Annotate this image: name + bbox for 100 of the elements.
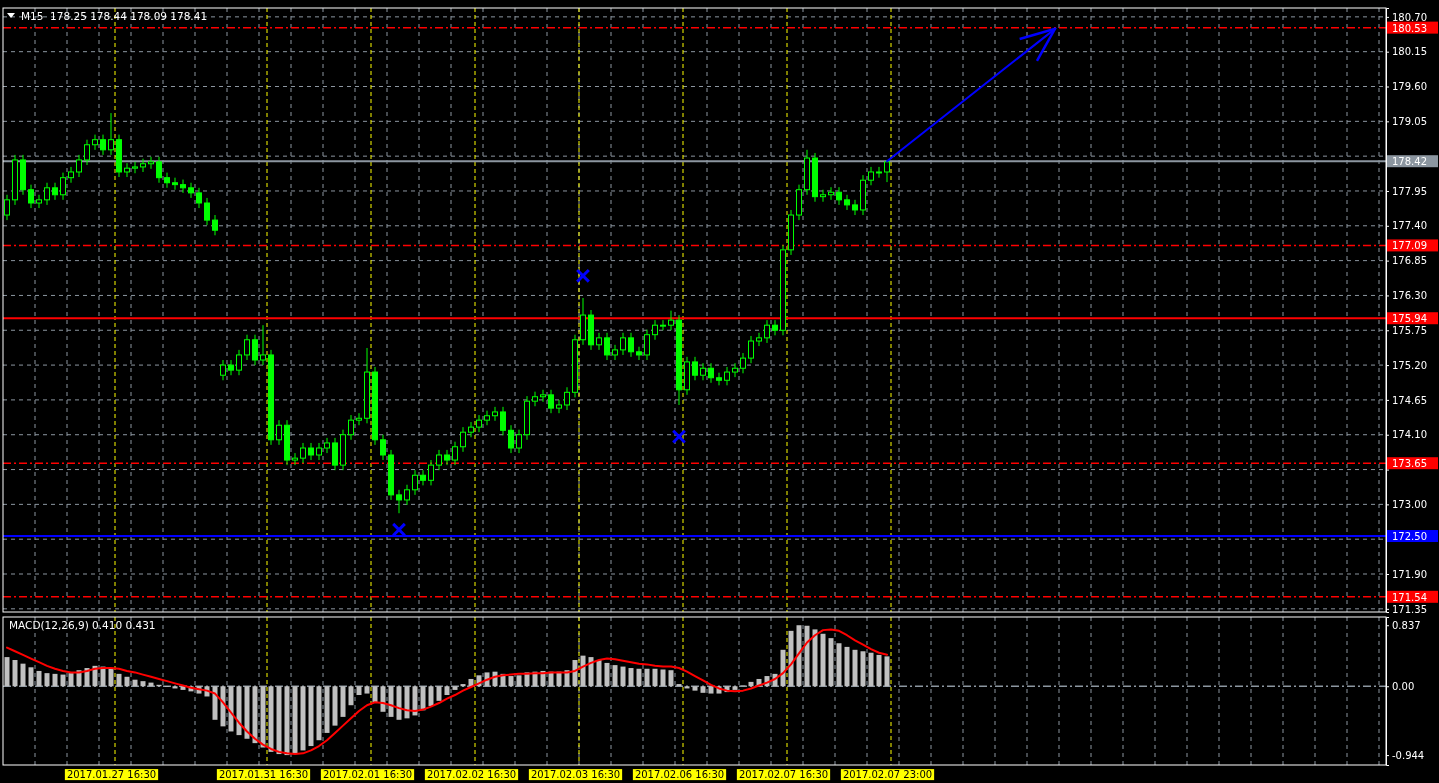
candlestick (508, 424, 514, 454)
bar (60, 674, 66, 687)
bar (780, 649, 786, 687)
chart-title: M15 178.25 178.44 178.09 178.41 (21, 10, 208, 22)
candlestick (484, 410, 490, 426)
bar (348, 686, 354, 706)
bar (836, 643, 842, 687)
ref-line-label: 175.94 (1392, 313, 1427, 325)
bar (380, 686, 386, 712)
bar (692, 686, 698, 691)
candlestick (188, 182, 194, 199)
x-tick-label: 2017.02.02 16:30 (426, 769, 517, 781)
candlestick (820, 189, 826, 203)
candlestick (604, 332, 610, 361)
candlestick (228, 359, 234, 376)
candlestick (724, 366, 730, 386)
bar (228, 686, 234, 732)
candlestick (196, 187, 202, 209)
candlestick (548, 389, 554, 414)
bar (660, 669, 666, 687)
ref-line-label: 178.42 (1392, 156, 1427, 168)
candlestick (756, 332, 762, 347)
ref-line-label: 171.54 (1392, 591, 1427, 603)
bar (628, 668, 634, 687)
bar (516, 675, 522, 687)
bar (44, 673, 50, 687)
y-tick-label: 174.65 (1392, 394, 1427, 406)
candlestick (236, 349, 242, 376)
bar (860, 651, 866, 687)
bar (356, 686, 362, 696)
bar (132, 679, 138, 687)
candlestick (700, 362, 706, 381)
candlestick (356, 412, 362, 426)
candlestick (564, 386, 570, 411)
candlestick (28, 184, 34, 209)
candlestick (76, 154, 82, 178)
candlestick (596, 332, 602, 351)
x-tick-label: 2017.02.01 16:30 (322, 769, 413, 781)
candlestick (164, 172, 170, 189)
bar (788, 630, 794, 687)
y-tick-label: 175.75 (1392, 324, 1427, 336)
candlestick (300, 442, 306, 464)
bar (284, 686, 290, 756)
bar (804, 625, 810, 687)
candlestick (764, 319, 770, 344)
bar (212, 686, 218, 720)
bar (604, 662, 610, 687)
candlestick (628, 332, 634, 358)
y-tick-label: 174.10 (1392, 429, 1427, 441)
bar (300, 686, 306, 751)
candlestick (692, 356, 698, 381)
bar (340, 686, 346, 717)
bar (172, 686, 178, 689)
bar (20, 663, 26, 687)
bar (652, 668, 658, 687)
candlestick (332, 437, 338, 471)
candlestick (836, 186, 842, 206)
bar (812, 629, 818, 687)
bar (700, 686, 706, 693)
candlestick (220, 359, 226, 381)
point (575, 268, 591, 284)
x-tick-label: 2017.01.31 16:30 (218, 769, 309, 781)
bar (68, 673, 74, 687)
candlestick (172, 177, 178, 191)
bar (236, 686, 242, 736)
bar (444, 686, 450, 696)
candlestick (308, 442, 314, 461)
candlestick (84, 139, 90, 166)
bar (428, 686, 434, 706)
candlestick (612, 344, 618, 361)
candlestick (108, 112, 114, 156)
candlestick (420, 469, 426, 486)
x-tick-label: 2017.01.27 16:30 (66, 769, 157, 781)
candlestick (852, 199, 858, 216)
candlestick (772, 319, 778, 336)
candlestick (212, 214, 218, 236)
y-tick-label: 176.85 (1392, 255, 1427, 267)
candlestick (180, 179, 186, 194)
y-tick-label: 177.40 (1392, 220, 1427, 232)
candlestick (516, 429, 522, 454)
bar (292, 686, 298, 754)
candlestick (436, 449, 442, 471)
candlestick (428, 459, 434, 486)
bar (732, 686, 738, 690)
bar (876, 654, 882, 687)
y-tick-label: 171.90 (1392, 568, 1427, 580)
candlestick (500, 406, 506, 436)
candlestick (380, 434, 386, 461)
candlestick (636, 346, 642, 361)
bar (4, 657, 10, 687)
ref-line-label: 173.65 (1392, 458, 1427, 470)
y-tick-label: 177.95 (1392, 185, 1427, 197)
bar (388, 686, 394, 717)
bar (316, 686, 322, 741)
candlestick (100, 134, 106, 156)
candlestick (412, 469, 418, 496)
bar (796, 625, 802, 687)
candlestick (52, 182, 58, 201)
bar (452, 686, 458, 690)
candlestick (60, 172, 66, 201)
